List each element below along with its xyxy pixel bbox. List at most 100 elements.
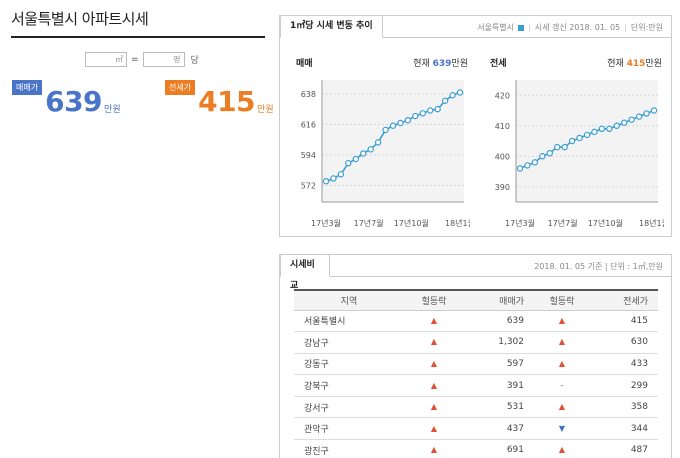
data-point (554, 143, 561, 151)
y-tick-label: 638 (301, 90, 316, 99)
rent-trend-chart: 390 400 410 420 17년3월 17년7월 17년10월 18년1월 전세 현재 … (486, 52, 664, 232)
rent-trend-icon: - (534, 374, 590, 397)
table-row[interactable]: 서울특별시 ▲ 639 ▲ 415 (294, 310, 658, 333)
arrow-up-icon: ▲ (430, 380, 438, 390)
legend-swatch (518, 24, 525, 31)
data-point (561, 143, 568, 151)
table-header-row: 지역 헐등락 매매가 헐등락 전세가 (294, 289, 658, 311)
tab-compare[interactable]: 시세비교 (280, 254, 330, 291)
sale-trend-icon: ▲ (404, 374, 464, 397)
rent-tag: 전세가 (165, 80, 196, 95)
legend-label: 서울특별시 (477, 23, 515, 32)
data-point (367, 146, 374, 153)
sqm-input[interactable]: ㎡ (85, 52, 127, 67)
trend-tabbar: 1㎡당 시세 변동 추이 서울특별시 | 시세 갱신 2018. 01. 05 … (280, 15, 671, 38)
region-cell: 강서구 (294, 396, 404, 419)
chart-title: 전세 (490, 59, 507, 69)
tab-price-trend[interactable]: 1㎡당 시세 변동 추이 (280, 15, 383, 38)
data-point (568, 137, 576, 145)
rent-price-cell: 487 (590, 439, 658, 458)
arrow-up-icon: ▲ (430, 423, 438, 433)
data-point (337, 171, 345, 178)
chart-current: 현재 415만원 (607, 56, 662, 69)
x-tick-label: 17년3월 (505, 218, 535, 228)
data-point (389, 122, 397, 129)
data-point (427, 107, 434, 114)
sale-trend-icon: ▲ (404, 417, 464, 441)
update-date: 시세 갱신 2018. 01. 05 (534, 23, 621, 32)
table-row[interactable]: 광진구 ▲ 691 ▲ 487 (294, 439, 658, 458)
data-point (621, 119, 628, 126)
current-value: 415 (626, 59, 646, 69)
rent-trend-icon: ▲ (534, 396, 590, 419)
current-prefix: 현재 (413, 59, 430, 69)
sale-price-unit: 만원 (104, 105, 121, 115)
region-cell: 서울특별시 (294, 310, 404, 333)
y-tick-label: 572 (301, 181, 316, 190)
rent-price-cell: 433 (590, 353, 658, 376)
x-tick-label: 18년1월 (639, 218, 664, 228)
rent-price-cell: 358 (590, 396, 658, 419)
table-row[interactable]: 관악구 ▲ 437 ▼ 344 (294, 417, 658, 441)
data-point (449, 92, 456, 99)
sale-trend-icon: ▲ (404, 439, 464, 458)
compare-panel: 시세비교 2018. 01. 05 기준 | 단위 : 1㎡,만원 지역 헐등락… (279, 254, 672, 458)
sale-tag: 매매가 (12, 80, 43, 95)
sale-price-cell: 1,302 (464, 331, 534, 354)
rent-price-cell: 415 (590, 310, 658, 333)
data-point (456, 89, 464, 96)
x-tick-label: 17년3월 (311, 218, 341, 228)
current-unit: 만원 (645, 59, 662, 69)
col-region: 지역 (294, 289, 404, 311)
table-row[interactable]: 강북구 ▲ 391 - 299 (294, 374, 658, 397)
arrow-up-icon: ▲ (430, 402, 438, 412)
arrow-up-icon: ▲ (430, 445, 438, 455)
sqm-unit: ㎡ (115, 55, 123, 64)
data-point (412, 112, 419, 120)
arrow-up-icon: ▲ (430, 337, 438, 347)
divider: | (624, 23, 627, 32)
plot-area (322, 80, 464, 202)
data-point (613, 122, 620, 129)
data-point (598, 125, 606, 133)
plot-area (516, 80, 658, 202)
y-tick-label: 594 (301, 151, 316, 160)
rent-price-unit: 만원 (257, 105, 274, 115)
region-cell: 강남구 (294, 331, 404, 354)
table-row[interactable]: 강동구 ▲ 597 ▲ 433 (294, 353, 658, 376)
current-value: 639 (432, 59, 452, 69)
y-tick-label: 400 (495, 152, 510, 161)
data-point (330, 175, 337, 182)
region-cell: 관악구 (294, 417, 404, 441)
data-point (531, 159, 539, 166)
data-point (650, 107, 658, 114)
sale-trend-icon: ▲ (404, 353, 464, 376)
data-point (434, 105, 441, 113)
table-row[interactable]: 강남구 ▲ 1,302 ▲ 630 (294, 331, 658, 354)
page-title: 서울특별시 아파트시세 (11, 10, 149, 28)
data-point (345, 159, 352, 167)
y-tick-label: 616 (301, 120, 316, 129)
data-point (591, 128, 598, 136)
equals-sign: = (131, 54, 139, 65)
data-point (643, 110, 650, 117)
pyeong-input[interactable]: 평 (142, 52, 185, 67)
data-point (516, 165, 524, 172)
data-point (546, 149, 553, 157)
rent-price-summary: 전세가 415 만원 (165, 80, 274, 117)
sale-trend-icon: ▲ (404, 396, 464, 419)
title-divider (11, 36, 265, 38)
col-rent-trend: 헐등락 (534, 289, 590, 311)
rent-trend-icon: ▲ (534, 331, 590, 354)
table-row[interactable]: 강서구 ▲ 531 ▲ 358 (294, 396, 658, 419)
chart-title: 매매 (296, 59, 313, 69)
sale-price-cell: 639 (464, 310, 534, 333)
rent-trend-icon: ▼ (534, 417, 590, 441)
current-unit: 만원 (451, 59, 468, 69)
compare-tabbar: 시세비교 2018. 01. 05 기준 | 단위 : 1㎡,만원 (280, 254, 671, 291)
y-tick-label: 410 (495, 122, 510, 131)
data-point (322, 178, 330, 185)
arrow-up-icon: ▲ (430, 315, 438, 325)
arrow-up-icon: ▲ (558, 402, 566, 412)
compare-basis: 2018. 01. 05 기준 | 단위 : 1㎡,만원 (534, 262, 663, 271)
